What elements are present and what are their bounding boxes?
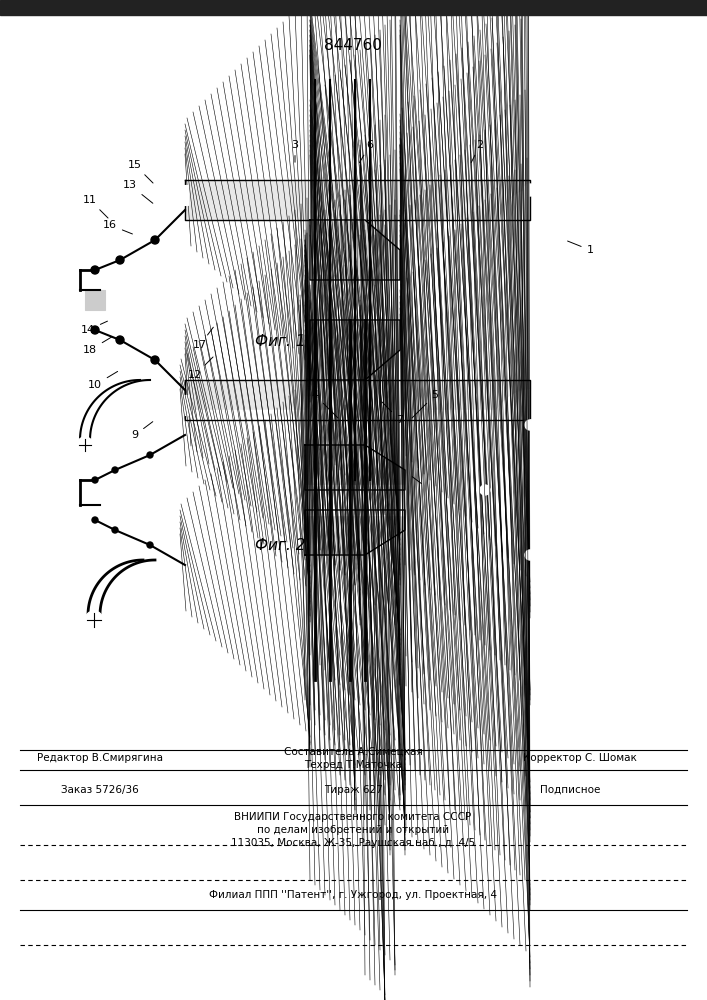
Circle shape — [92, 477, 98, 483]
Bar — [180, 180, 530, 220]
Text: 14: 14 — [81, 321, 107, 335]
Bar — [178, 185, 188, 205]
Ellipse shape — [490, 190, 570, 350]
Polygon shape — [185, 380, 530, 420]
Circle shape — [92, 517, 98, 523]
Text: 4: 4 — [312, 390, 338, 418]
Bar — [310, 280, 400, 320]
Text: 3: 3 — [291, 140, 298, 162]
Bar — [80, 285, 210, 315]
Text: 1: 1 — [568, 241, 593, 255]
Bar — [400, 485, 530, 515]
Text: Фиг. 2: Фиг. 2 — [255, 538, 305, 552]
Text: 10: 10 — [88, 371, 117, 390]
Text: 17: 17 — [193, 327, 214, 350]
Circle shape — [91, 326, 99, 334]
Bar — [300, 495, 400, 510]
Bar — [360, 470, 390, 500]
Circle shape — [469, 264, 481, 276]
Bar — [305, 485, 405, 515]
Circle shape — [570, 485, 580, 495]
Bar — [180, 380, 530, 420]
Circle shape — [116, 256, 124, 264]
Circle shape — [151, 356, 159, 364]
Text: Подписное: Подписное — [540, 785, 600, 795]
Circle shape — [524, 184, 536, 196]
Bar — [90, 488, 190, 512]
Polygon shape — [310, 220, 400, 280]
Text: 9: 9 — [132, 422, 153, 440]
Text: 2: 2 — [472, 140, 484, 163]
Bar — [0, 0, 707, 15]
Text: 113035, Москва, Ж-35, Раушская наб., д. 4/5: 113035, Москва, Ж-35, Раушская наб., д. … — [231, 838, 475, 848]
Text: ВНИИПИ Государственного комитета СССР: ВНИИПИ Государственного комитета СССР — [235, 812, 472, 822]
Circle shape — [85, 611, 103, 629]
Circle shape — [116, 336, 124, 344]
Text: Техред Т.Маточка: Техред Т.Маточка — [304, 760, 402, 770]
Circle shape — [151, 236, 159, 244]
Polygon shape — [185, 180, 530, 220]
Ellipse shape — [498, 420, 563, 560]
Bar — [360, 635, 385, 665]
Circle shape — [147, 542, 153, 548]
Polygon shape — [305, 510, 405, 555]
Text: 16: 16 — [103, 220, 132, 234]
Text: 6: 6 — [359, 140, 373, 163]
Bar — [178, 395, 188, 415]
Text: Филиал ППП ''Патент'', г. Ужгород, ул. Проектная, 4: Филиал ППП ''Патент'', г. Ужгород, ул. П… — [209, 890, 497, 900]
Circle shape — [480, 485, 490, 495]
Text: 8: 8 — [412, 477, 433, 495]
Circle shape — [147, 452, 153, 458]
Circle shape — [112, 527, 118, 533]
Bar — [85, 290, 105, 310]
Circle shape — [524, 344, 536, 356]
Circle shape — [77, 437, 93, 453]
Ellipse shape — [475, 390, 585, 590]
Text: Заказ 5726/36: Заказ 5726/36 — [61, 785, 139, 795]
Text: 7: 7 — [382, 402, 404, 425]
Text: 15: 15 — [128, 160, 153, 183]
Text: 12: 12 — [188, 357, 213, 380]
Text: Тираж 627: Тираж 627 — [324, 785, 382, 795]
Text: Корректор С. Шомак: Корректор С. Шомак — [523, 753, 637, 763]
Text: Составитель А.Симецкая: Составитель А.Симецкая — [284, 747, 422, 757]
Bar — [180, 410, 530, 445]
Bar — [305, 660, 395, 675]
Ellipse shape — [465, 160, 595, 380]
Polygon shape — [310, 320, 400, 380]
Text: 11: 11 — [83, 195, 108, 218]
Polygon shape — [305, 445, 405, 490]
Text: Редактор В.Смирягина: Редактор В.Смирягина — [37, 753, 163, 763]
Circle shape — [112, 467, 118, 473]
Text: 844760: 844760 — [324, 37, 382, 52]
Circle shape — [91, 266, 99, 274]
Circle shape — [525, 550, 535, 560]
Text: Фиг. 1: Фиг. 1 — [255, 334, 305, 350]
Circle shape — [579, 264, 591, 276]
Text: 13: 13 — [123, 180, 153, 203]
Circle shape — [525, 420, 535, 430]
Text: 5: 5 — [412, 390, 438, 418]
Text: по делам изобретений и открытий: по делам изобретений и открытий — [257, 825, 449, 835]
Bar — [180, 555, 530, 590]
Bar — [400, 290, 530, 310]
Text: 18: 18 — [83, 336, 112, 355]
